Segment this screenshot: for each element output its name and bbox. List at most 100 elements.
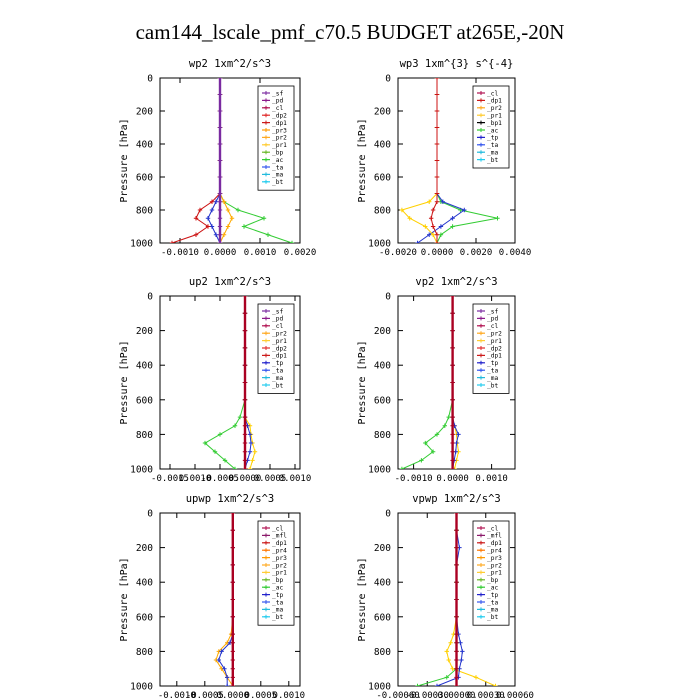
legend-entry: _bt	[272, 179, 283, 186]
legend-marker	[264, 150, 268, 155]
legend-marker	[264, 360, 268, 365]
data-point	[232, 466, 238, 469]
data-point	[399, 466, 405, 469]
data-point	[205, 224, 211, 229]
legend-marker	[479, 585, 483, 590]
data-point	[213, 232, 219, 237]
data-point	[205, 216, 211, 221]
plot-area	[399, 296, 461, 469]
data-point	[434, 158, 440, 163]
data-point	[438, 232, 444, 237]
x-tick-label: 0.0000	[217, 691, 250, 700]
data-point	[217, 92, 223, 97]
data-point	[242, 458, 248, 463]
x-tick-label: -0.00030	[406, 691, 449, 700]
data-point	[230, 545, 235, 550]
data-point	[423, 224, 428, 229]
legend-marker	[264, 585, 268, 590]
legend-marker	[264, 375, 268, 380]
data-point	[454, 631, 459, 637]
data-point	[473, 675, 479, 680]
data-point	[242, 397, 248, 402]
data-point	[415, 683, 420, 686]
data-point	[399, 207, 405, 213]
legend-marker	[264, 120, 268, 125]
chart-title: up2 1xm^2/s^3	[189, 276, 271, 288]
data-point	[427, 232, 432, 237]
legend-marker	[264, 607, 268, 612]
legend-entry: _sf	[272, 90, 283, 97]
legend-entry: _pd	[487, 316, 498, 323]
data-point	[221, 232, 227, 237]
legend-entry: _cl	[487, 90, 498, 97]
data-point	[434, 432, 440, 437]
data-point	[225, 683, 230, 686]
data-point	[454, 562, 459, 568]
legend-marker	[479, 98, 483, 103]
data-point	[230, 513, 235, 516]
legend-entry: _ac	[487, 127, 498, 134]
legend-entry: _tp	[272, 360, 283, 367]
legend-marker	[264, 316, 268, 321]
legend-marker	[264, 128, 268, 132]
y-tick-label: 800	[136, 206, 153, 217]
data-point	[454, 675, 459, 680]
y-tick-label: 200	[136, 107, 153, 118]
data-point	[434, 191, 440, 196]
legend-entry: _pr2	[487, 331, 502, 338]
legend-entry: _pr1	[487, 570, 502, 577]
data-point	[221, 199, 227, 204]
data-point	[217, 108, 223, 114]
data-point	[454, 614, 459, 619]
data-point	[434, 199, 440, 204]
data-point	[217, 224, 223, 229]
data-point	[222, 666, 227, 671]
data-point	[230, 640, 235, 645]
y-tick-label: 1000	[130, 239, 153, 250]
data-point	[434, 232, 440, 237]
data-point	[230, 528, 235, 533]
series-line-dp2	[204, 296, 246, 469]
legend-entry: _ta	[487, 142, 498, 149]
data-point	[230, 597, 235, 602]
legend-entry: _pr2	[487, 562, 502, 569]
data-point	[450, 432, 455, 437]
data-point	[493, 683, 498, 686]
data-point	[454, 640, 459, 645]
legend-entry: _pr4	[487, 548, 502, 555]
y-tick-label: 400	[374, 361, 391, 372]
legend-box	[257, 520, 295, 626]
data-point	[450, 397, 455, 402]
data-point	[237, 414, 243, 420]
legend-marker	[479, 157, 483, 162]
x-tick-label: 0.00000	[438, 691, 476, 700]
legend-entry: _ma	[272, 172, 283, 179]
y-tick-label: 600	[136, 395, 153, 406]
data-point	[430, 224, 436, 229]
data-point	[450, 345, 455, 351]
plot-frame	[159, 295, 301, 470]
legend-entry: _bt	[272, 614, 283, 621]
data-point	[434, 141, 440, 147]
data-point	[462, 207, 467, 213]
legend-marker	[264, 346, 268, 350]
legend-entry: _ma	[272, 607, 283, 614]
chart-panel-1: wp2 1xm^2/s^3 Pressure [hPa] 0 200 400 600 800…	[119, 58, 316, 258]
legend-entry: _ta	[487, 368, 498, 375]
plot-frame	[159, 77, 301, 244]
legend-marker	[264, 135, 268, 140]
data-point	[450, 363, 455, 368]
data-point	[460, 649, 465, 654]
data-point	[430, 449, 436, 454]
legend-entry: _pr2	[272, 562, 287, 569]
legend-box	[257, 85, 295, 191]
plot-frame	[397, 77, 516, 244]
plot-area	[415, 513, 498, 686]
legend-marker	[264, 548, 268, 553]
x-tick-label: 0.00030	[467, 691, 505, 700]
y-tick-label: 1000	[130, 682, 153, 693]
x-tick-label: 0.0020	[284, 248, 317, 258]
legend-marker	[264, 383, 268, 387]
legend-marker	[479, 91, 483, 95]
data-point	[230, 657, 235, 663]
